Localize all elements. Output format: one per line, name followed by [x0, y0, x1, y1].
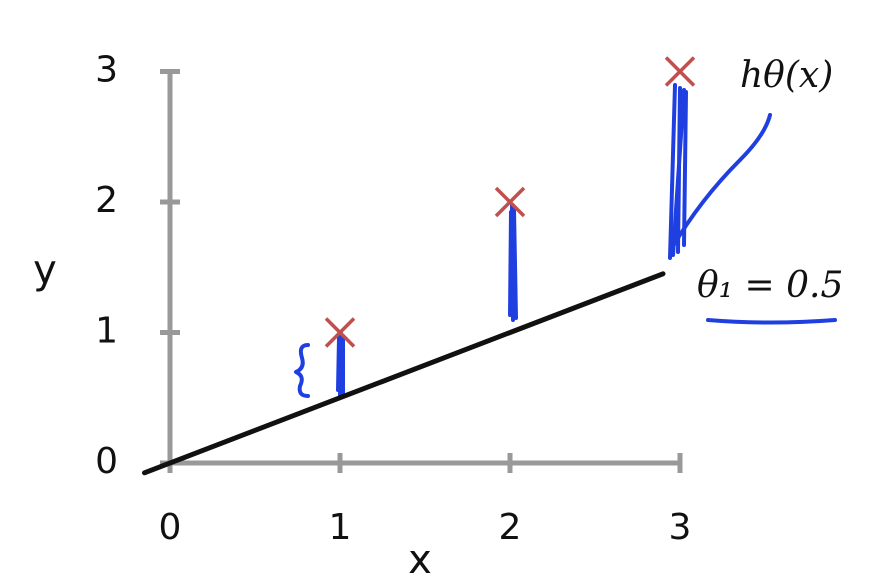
data-point [494, 186, 526, 218]
cross-stroke [494, 186, 526, 218]
y-tick-label: 0 [95, 441, 118, 482]
y-tick-label: 2 [95, 180, 118, 221]
data-point [324, 317, 356, 348]
y-axis-label: y [33, 247, 57, 293]
error-stroke [668, 83, 688, 260]
theta-annotation: θ₁ = 0.5 [697, 265, 843, 306]
underline [706, 318, 837, 325]
x-tick-label: 1 [329, 507, 352, 548]
error-stroke [508, 203, 518, 322]
pointer-curve [670, 113, 772, 250]
hypothesis-annotation: hθ(x) [740, 55, 833, 96]
data-point [664, 56, 696, 87]
y-tick-label: 3 [95, 50, 118, 91]
fit-line [142, 271, 666, 476]
x-tick-label: 0 [159, 507, 182, 548]
x-axis-label: x [408, 537, 432, 583]
x-tick-label: 3 [669, 507, 692, 548]
brace [294, 343, 310, 398]
x-tick-label: 2 [499, 507, 522, 548]
handwriting [294, 83, 837, 398]
y-tick-label: 1 [95, 311, 118, 352]
cross-stroke [324, 317, 356, 348]
error-stroke [336, 331, 345, 397]
cross-stroke [664, 56, 696, 87]
